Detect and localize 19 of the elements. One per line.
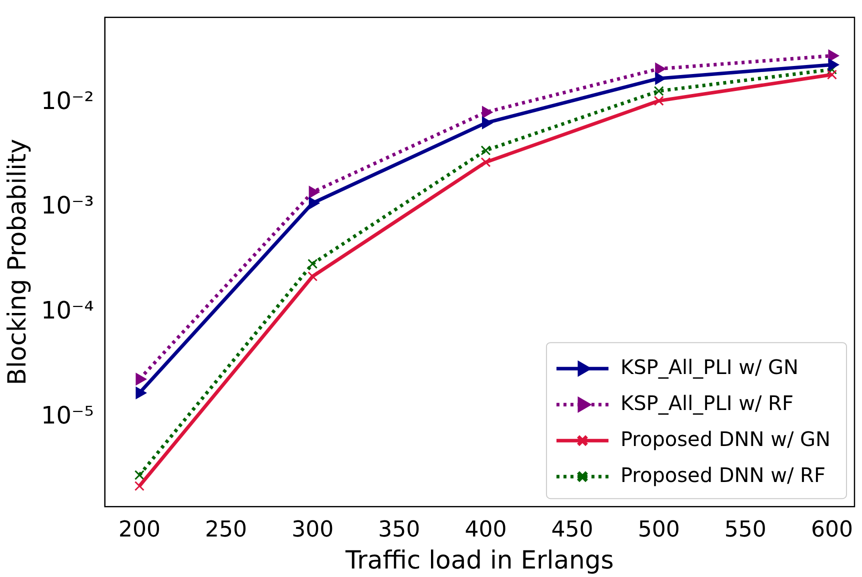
y-tick-label: 10⁻⁵	[41, 401, 94, 430]
legend-label: Proposed DNN w/ GN	[620, 426, 830, 451]
x-tick-label: 200	[118, 518, 160, 543]
y-tick-label: 10⁻³	[41, 192, 94, 220]
x-tick-label: 550	[724, 518, 766, 543]
legend-label: KSP_All_PLI w/ RF	[620, 390, 794, 415]
x-tick-label: 600	[810, 518, 853, 543]
y-axis-title: Blocking Probability	[2, 138, 32, 386]
legend-label: KSP_All_PLI w/ GN	[620, 354, 799, 379]
x-tick-label: 400	[464, 518, 507, 543]
x-tick-label: 450	[551, 518, 594, 543]
y-tick-label: 10⁻⁴	[41, 296, 94, 324]
y-tick-label: 10⁻²	[41, 86, 94, 115]
x-tick-label: 300	[292, 518, 334, 543]
legend-label: Proposed DNN w/ RF	[620, 462, 826, 487]
x-axis-title: Traffic load in Erlangs	[344, 546, 614, 574]
x-tick-label: 500	[638, 518, 680, 543]
x-tick-label: 250	[205, 518, 248, 543]
x-tick-label: 350	[378, 518, 420, 543]
